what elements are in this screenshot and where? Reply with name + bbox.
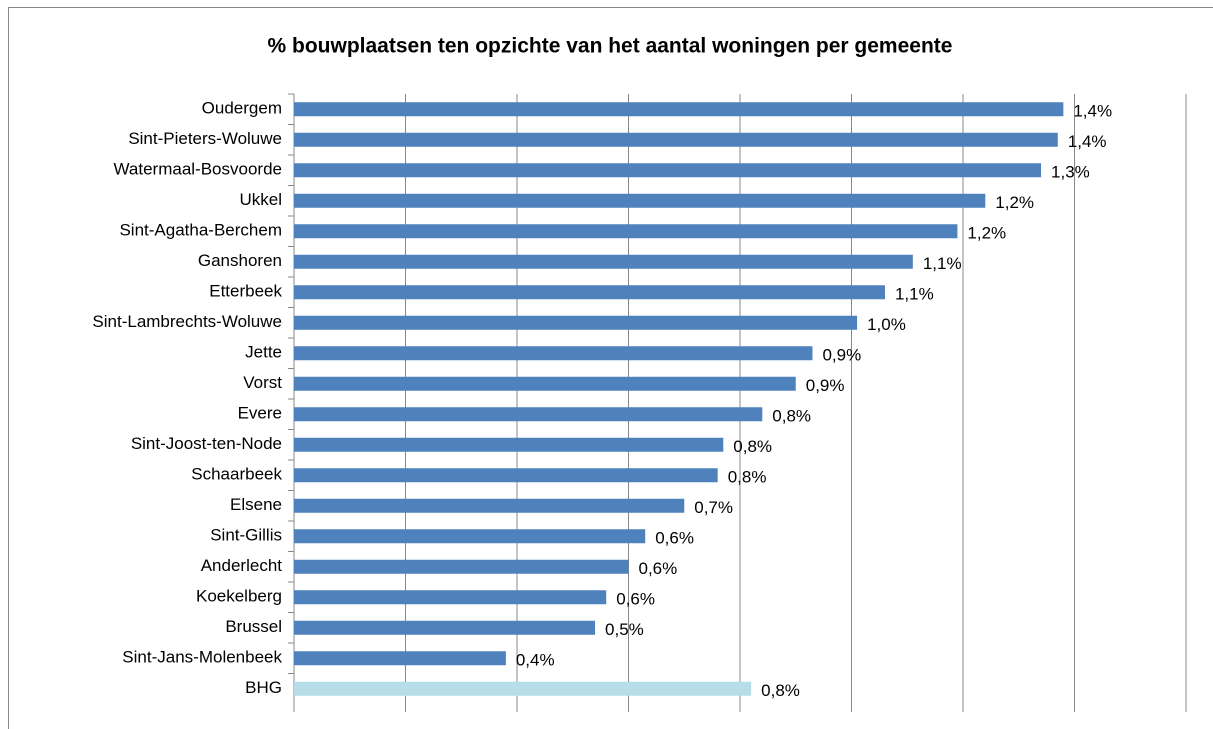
bar: [294, 376, 796, 391]
data-label: 1,4%: [1068, 132, 1107, 151]
data-label: 0,8%: [728, 468, 767, 487]
y-tick-label: Etterbeek: [209, 282, 282, 301]
y-tick-label: Watermaal-Bosvoorde: [114, 160, 283, 179]
y-tick-label: Sint-Pieters-Woluwe: [128, 129, 282, 148]
data-label: 1,2%: [967, 224, 1006, 243]
data-label: 0,7%: [694, 498, 733, 517]
bar: [294, 315, 858, 330]
y-tick-label: Sint-Gillis: [210, 526, 282, 545]
y-tick-label: Vorst: [243, 373, 282, 392]
bar: [294, 437, 724, 452]
data-label: 0,9%: [822, 346, 861, 365]
y-tick-label: Jette: [245, 343, 282, 362]
data-label: 0,8%: [733, 437, 772, 456]
y-tick-label: Sint-Joost-ten-Node: [131, 434, 282, 453]
data-label: 0,9%: [806, 376, 845, 395]
chart-border: [8, 7, 1213, 729]
bar: [294, 285, 885, 300]
y-tick-label: Elsene: [230, 495, 282, 514]
data-label: 0,8%: [772, 407, 811, 426]
data-label: 0,6%: [639, 559, 678, 578]
bar: [294, 224, 958, 239]
bar: [294, 102, 1064, 117]
y-tick-label: Sint-Lambrechts-Woluwe: [92, 312, 282, 331]
y-tick-label: Sint-Jans-Molenbeek: [122, 648, 282, 667]
data-label: 1,1%: [923, 254, 962, 273]
y-tick-label: Ganshoren: [198, 251, 282, 270]
y-tick-label: Sint-Agatha-Berchem: [119, 221, 282, 240]
bar: [294, 498, 685, 513]
y-tick-label: Oudergem: [202, 99, 282, 118]
y-tick-label: Schaarbeek: [191, 465, 282, 484]
bar: [294, 346, 813, 361]
data-label: 0,6%: [655, 529, 694, 548]
bar: [294, 407, 763, 422]
y-tick-label: BHG: [245, 678, 282, 697]
data-label: 0,4%: [516, 651, 555, 670]
y-tick-label: Evere: [238, 404, 282, 423]
data-label: 1,1%: [895, 285, 934, 304]
bar: [294, 193, 986, 208]
data-label: 1,4%: [1073, 102, 1112, 121]
y-tick-label: Brussel: [225, 617, 282, 636]
data-label: 0,5%: [605, 620, 644, 639]
data-label: 1,0%: [867, 315, 906, 334]
bar: [294, 651, 506, 666]
bar: [294, 559, 629, 574]
y-tick-label: Koekelberg: [196, 587, 282, 606]
data-label: 0,6%: [616, 590, 655, 609]
y-tick-label: Ukkel: [239, 190, 282, 209]
bar: [294, 590, 607, 605]
chart-title: % bouwplaatsen ten opzichte van het aant…: [268, 35, 953, 58]
bar: [294, 529, 646, 544]
bar: [294, 620, 596, 635]
bar: [294, 681, 752, 696]
bar: [294, 468, 718, 483]
bar: [294, 132, 1058, 147]
y-tick-label: Anderlecht: [201, 556, 283, 575]
data-label: 1,2%: [995, 193, 1034, 212]
data-label: 0,8%: [761, 681, 800, 700]
data-label: 1,3%: [1051, 163, 1090, 182]
bar: [294, 254, 913, 269]
bar: [294, 163, 1042, 178]
